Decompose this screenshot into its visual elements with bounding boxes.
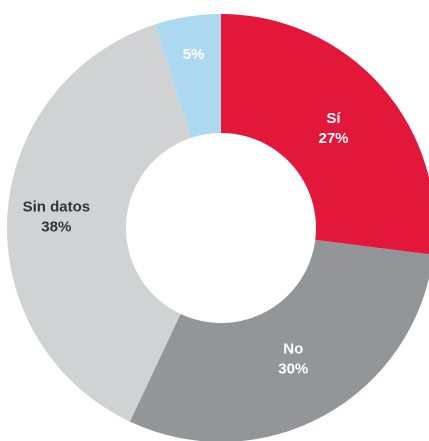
donut-segment bbox=[129, 239, 429, 441]
donut-segment bbox=[6, 24, 192, 422]
segment-name: Sí bbox=[326, 110, 341, 127]
segment-name: Sin datos bbox=[23, 199, 91, 216]
segment-value-label: 5% bbox=[183, 46, 205, 63]
donut-segment bbox=[221, 14, 429, 255]
donut-segment bbox=[154, 14, 221, 138]
segment-name: No bbox=[283, 340, 303, 357]
segment-value-label: 38% bbox=[41, 219, 71, 236]
segment-value-label: 27% bbox=[319, 130, 349, 147]
segment-value-label: 30% bbox=[278, 360, 308, 377]
